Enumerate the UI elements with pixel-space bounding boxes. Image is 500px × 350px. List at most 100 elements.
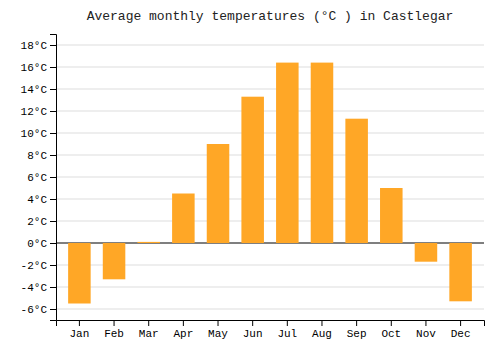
y-tick: -2°C xyxy=(21,260,56,272)
x-tick-label: Jul xyxy=(277,328,297,340)
y-tick-mark xyxy=(50,89,56,90)
y-tick: 4°C xyxy=(27,194,56,206)
grid-line xyxy=(56,89,484,90)
y-tick-mark xyxy=(50,111,56,112)
y-tick-label: 10°C xyxy=(21,128,48,140)
y-axis: -6°C -4°C -2°C 0°C 2°C 4°C 6°C 8°C 10°C 12°C 14°C 1… xyxy=(21,35,57,321)
y-tick-mark xyxy=(50,177,56,178)
x-tick: Mar xyxy=(139,320,159,340)
chart: Average monthly temperatures (°C ) in Ca… xyxy=(0,0,500,350)
x-tick-label: Jun xyxy=(243,328,263,340)
bar xyxy=(103,243,126,279)
grid-line xyxy=(56,111,484,112)
grid-line xyxy=(56,199,484,200)
x-tick-label: Dec xyxy=(451,328,471,340)
plot: -6°C -4°C -2°C 0°C 2°C 4°C 6°C 8°C 10°C 12°C 14°C 1… xyxy=(21,35,485,340)
y-tick-label: -6°C xyxy=(21,304,48,316)
y-tick-label: 12°C xyxy=(21,106,48,118)
grid-line xyxy=(56,177,484,178)
bar xyxy=(207,144,230,243)
x-tick-mark xyxy=(425,320,426,326)
y-tick-label: 16°C xyxy=(21,62,48,74)
x-tick-label: May xyxy=(208,328,228,340)
y-tick-label: 0°C xyxy=(27,238,47,250)
x-tick-label: Feb xyxy=(104,328,124,340)
y-tick-label: 6°C xyxy=(27,172,47,184)
x-tick-mark xyxy=(321,320,322,326)
x-tick: Jun xyxy=(243,320,263,340)
x-tick-mark xyxy=(356,320,357,326)
y-tick-mark xyxy=(50,67,56,68)
x-tick-label: Jan xyxy=(69,328,89,340)
y-tick-mark xyxy=(50,133,56,134)
grid-line xyxy=(56,309,484,310)
y-tick-mark xyxy=(50,221,56,222)
x-tick-label: Mar xyxy=(139,328,159,340)
y-tick: 8°C xyxy=(27,150,56,162)
y-tick: 14°C xyxy=(21,84,56,96)
x-tick-mark xyxy=(218,320,219,326)
y-tick: -6°C xyxy=(21,304,56,316)
bar xyxy=(345,119,368,243)
x-tick-label: Apr xyxy=(173,328,193,340)
x-tick-mark xyxy=(287,320,288,326)
bar xyxy=(241,97,264,243)
x-axis-line xyxy=(57,321,485,327)
y-tick-mark xyxy=(50,45,56,46)
x-tick: Nov xyxy=(416,320,436,340)
grid-line xyxy=(56,67,484,68)
y-tick-mark xyxy=(50,243,56,244)
x-tick: Aug xyxy=(312,320,332,340)
x-tick: Feb xyxy=(104,320,124,340)
x-tick-mark xyxy=(460,320,461,326)
y-axis-line xyxy=(50,35,57,321)
x-tick: Dec xyxy=(451,320,471,340)
y-tick-label: -2°C xyxy=(21,260,48,272)
x-tick: Jul xyxy=(277,320,297,340)
y-tick-mark xyxy=(50,155,56,156)
bar xyxy=(276,63,299,243)
bars xyxy=(68,63,472,304)
x-tick-mark xyxy=(391,320,392,326)
y-tick-label: 18°C xyxy=(21,40,48,52)
grid-line xyxy=(56,133,484,134)
y-tick: 0°C xyxy=(27,238,56,250)
title: Average monthly temperatures (°C ) in Ca… xyxy=(87,9,454,24)
y-tick: -4°C xyxy=(21,282,56,294)
grid-line xyxy=(56,221,484,222)
bar xyxy=(137,242,160,243)
x-tick: Apr xyxy=(173,320,193,340)
y-tick-mark xyxy=(50,309,56,310)
y-tick-mark xyxy=(50,199,56,200)
y-tick-label: 2°C xyxy=(27,216,47,228)
x-tick-label: Sep xyxy=(347,328,367,340)
grid-line xyxy=(56,155,484,156)
y-tick-mark xyxy=(50,287,56,288)
x-tick-mark xyxy=(79,320,80,326)
bar xyxy=(415,243,438,262)
x-tick: May xyxy=(208,320,228,340)
x-tick-label: Aug xyxy=(312,328,332,340)
x-tick: Jan xyxy=(69,320,89,340)
y-tick: 12°C xyxy=(21,106,56,118)
y-tick: 10°C xyxy=(21,128,56,140)
y-tick-label: 14°C xyxy=(21,84,48,96)
y-tick: 16°C xyxy=(21,62,56,74)
grid-line xyxy=(56,45,484,46)
bar xyxy=(311,63,334,243)
y-tick: 2°C xyxy=(27,216,56,228)
y-tick: 18°C xyxy=(21,40,56,52)
bar xyxy=(172,194,195,244)
y-tick-mark xyxy=(50,265,56,266)
x-tick-label: Oct xyxy=(381,328,401,340)
x-tick-mark xyxy=(148,320,149,326)
grid xyxy=(56,45,484,309)
y-tick-label: 8°C xyxy=(27,150,47,162)
x-tick-mark xyxy=(252,320,253,326)
y-tick: 6°C xyxy=(27,172,56,184)
bar xyxy=(380,188,403,243)
x-tick-label: Nov xyxy=(416,328,436,340)
x-tick-mark xyxy=(183,320,184,326)
x-tick-mark xyxy=(114,320,115,326)
bar xyxy=(449,243,472,301)
